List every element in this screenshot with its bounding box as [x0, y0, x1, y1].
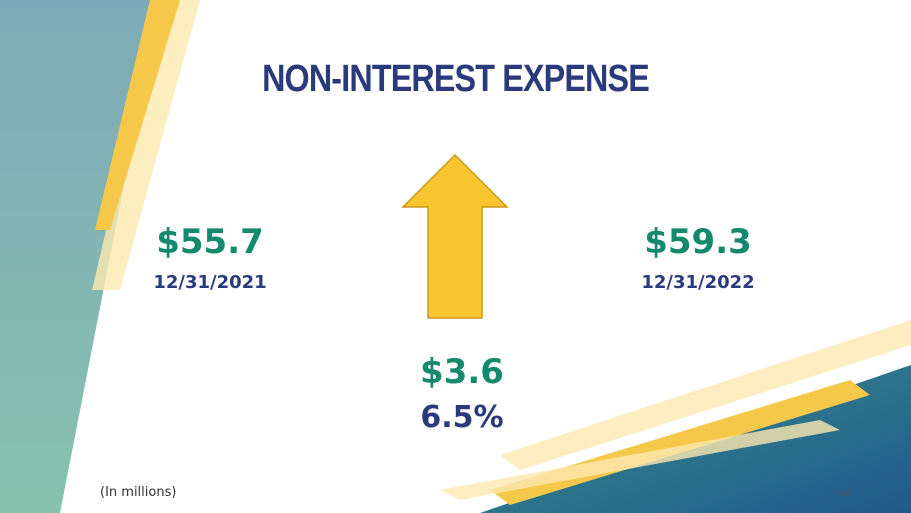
right-date: 12/31/2022: [641, 272, 755, 293]
change-percent: 6.5%: [420, 400, 504, 435]
left-date: 12/31/2021: [153, 272, 267, 293]
title: NON-INTEREST EXPENSE: [262, 58, 650, 100]
right-value: $59.3: [644, 222, 752, 262]
left-value: $55.7: [156, 222, 264, 262]
page-number: 40: [840, 489, 852, 499]
note: (In millions): [100, 485, 177, 500]
change-value: $3.6: [420, 352, 504, 392]
